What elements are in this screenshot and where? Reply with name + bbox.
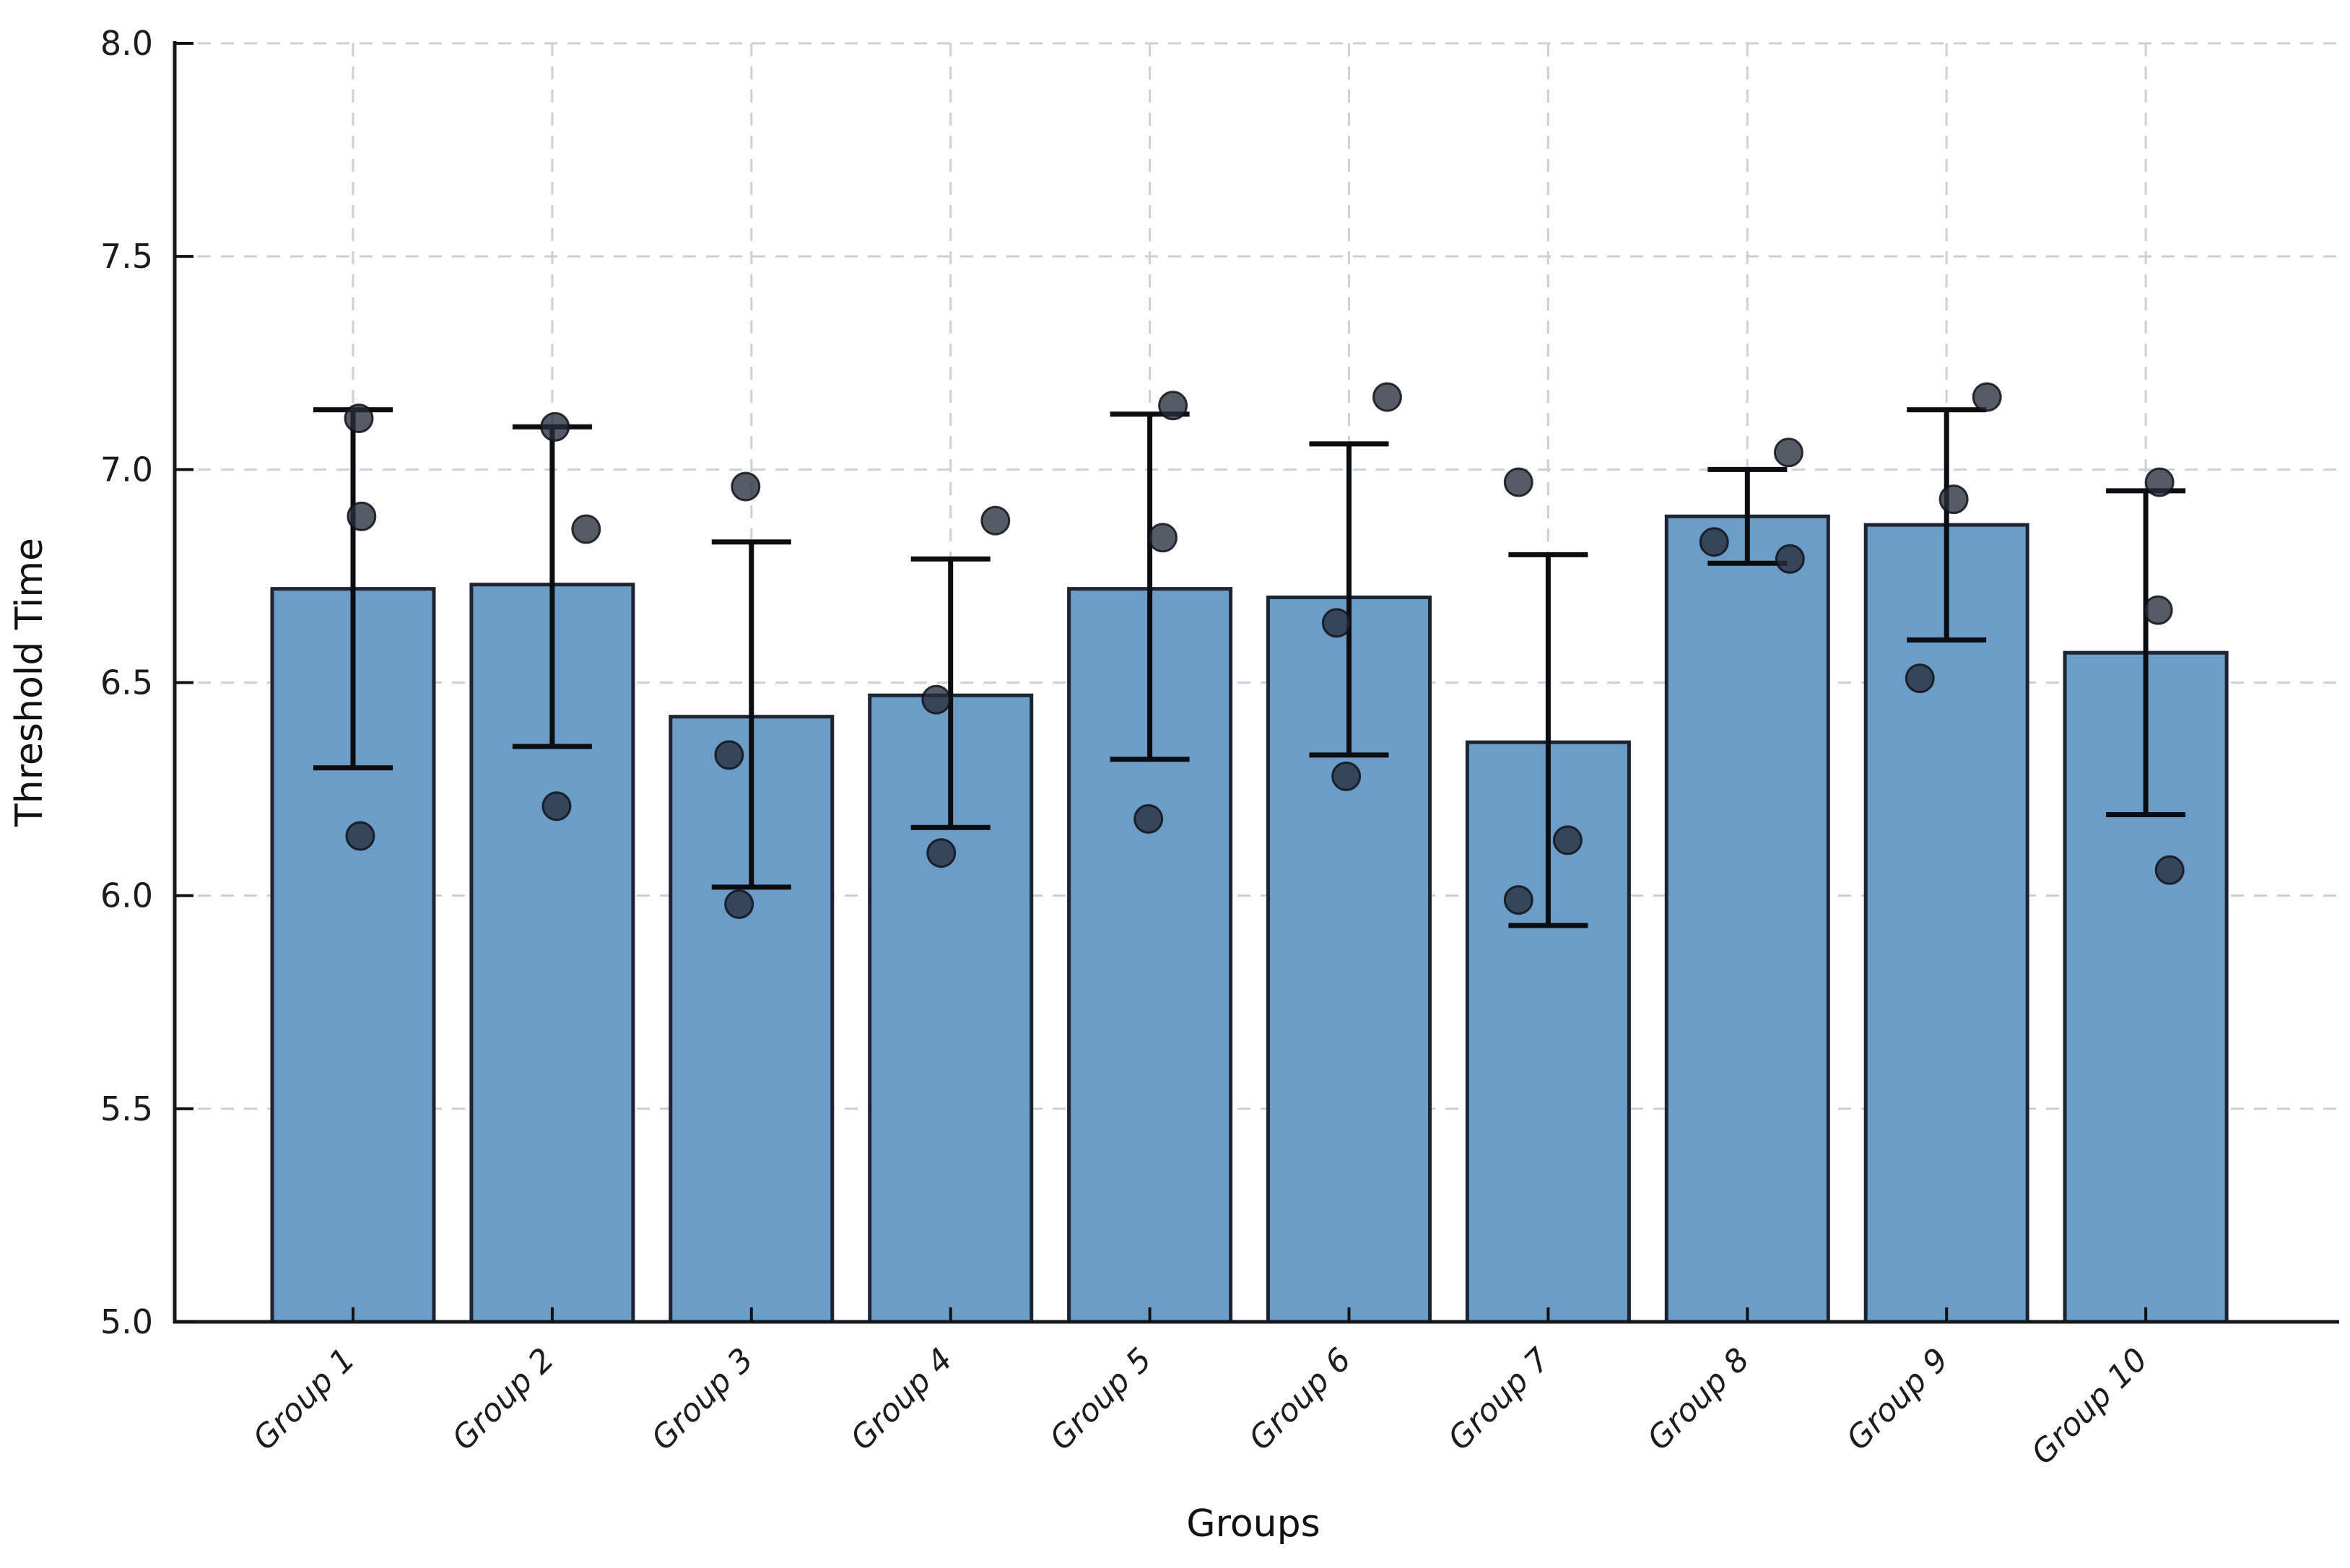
data-point bbox=[1321, 608, 1352, 638]
x-tick-label-group-7: Group 7 bbox=[1441, 1341, 1557, 1458]
data-point bbox=[571, 514, 601, 544]
bar-group-8 bbox=[1664, 514, 1830, 1324]
x-tick-label-group-5: Group 5 bbox=[1043, 1341, 1159, 1458]
data-point bbox=[347, 501, 377, 531]
x-tick-label-group-3: Group 3 bbox=[644, 1341, 760, 1458]
y-tick-label: 6.5 bbox=[100, 663, 153, 702]
data-point bbox=[2144, 467, 2175, 497]
data-point bbox=[1699, 527, 1729, 557]
data-point bbox=[1775, 544, 1805, 574]
bar-layer bbox=[270, 514, 2229, 1324]
y-tick-label: 6.0 bbox=[100, 876, 153, 915]
data-point bbox=[2154, 855, 2185, 885]
y-tick-label: 5.5 bbox=[100, 1089, 153, 1128]
data-point bbox=[345, 821, 375, 851]
y-tick-label: 8.0 bbox=[100, 24, 153, 63]
data-point bbox=[1938, 484, 1969, 515]
x-tick-label-group-1: Group 1 bbox=[246, 1341, 362, 1458]
data-point bbox=[1503, 885, 1533, 915]
bar-group-9 bbox=[1863, 523, 2029, 1324]
data-point-layer bbox=[344, 382, 2185, 919]
x-tick-label-group-10: Group 10 bbox=[2024, 1341, 2155, 1472]
y-axis-label: Threshold Time bbox=[8, 538, 51, 827]
data-point bbox=[344, 403, 374, 433]
data-point bbox=[1552, 825, 1583, 855]
data-point bbox=[980, 505, 1011, 536]
y-tick-label: 7.5 bbox=[100, 237, 153, 276]
x-axis-label: Groups bbox=[1186, 1502, 1320, 1546]
data-point bbox=[1133, 803, 1164, 834]
x-tick-label-group-9: Group 9 bbox=[1840, 1341, 1956, 1458]
data-point bbox=[540, 411, 570, 442]
y-tick-label: 7.0 bbox=[100, 450, 153, 489]
data-point bbox=[1331, 761, 1362, 791]
y-tick-label: 5.0 bbox=[100, 1302, 153, 1341]
data-point bbox=[2143, 595, 2173, 625]
x-tick-label-group-6: Group 6 bbox=[1242, 1341, 1358, 1458]
data-point bbox=[731, 471, 761, 502]
x-tick-label-group-4: Group 4 bbox=[843, 1341, 959, 1458]
data-point bbox=[921, 684, 952, 715]
data-point bbox=[714, 740, 744, 770]
x-tick-label-group-2: Group 2 bbox=[445, 1341, 562, 1458]
data-point bbox=[1773, 437, 1803, 468]
data-point bbox=[1158, 391, 1188, 421]
data-point bbox=[1972, 382, 2002, 412]
data-point bbox=[1503, 467, 1533, 497]
data-point bbox=[1372, 382, 1402, 412]
data-point bbox=[1148, 523, 1178, 553]
data-point bbox=[541, 791, 572, 822]
data-point bbox=[926, 838, 957, 868]
data-point bbox=[724, 889, 754, 919]
data-point bbox=[1905, 663, 1935, 694]
x-tick-label-group-8: Group 8 bbox=[1640, 1341, 1757, 1458]
